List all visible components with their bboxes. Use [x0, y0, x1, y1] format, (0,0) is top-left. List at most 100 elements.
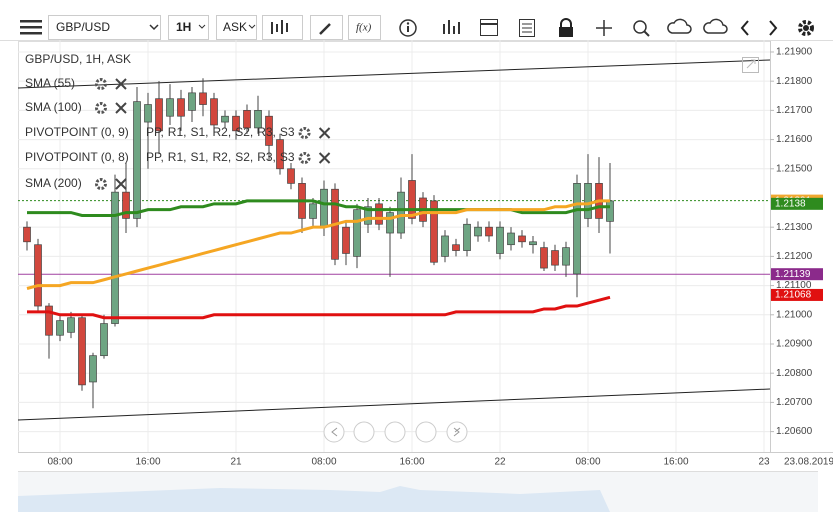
- zoom-in[interactable]: [415, 421, 437, 443]
- candle-body: [342, 226, 350, 254]
- candle-body: [111, 191, 119, 324]
- candle-body: [474, 226, 482, 237]
- prev-button[interactable]: [740, 20, 749, 36]
- volume-button[interactable]: [443, 20, 460, 34]
- x-tick-label: 22: [494, 457, 506, 468]
- scroll-left[interactable]: [323, 421, 345, 443]
- zoom-controls: [323, 421, 468, 443]
- y-tick-label: 1.20600: [776, 426, 813, 437]
- candle-body: [375, 203, 383, 225]
- candle-body: [573, 183, 581, 275]
- pivot-level: R2,: [213, 125, 232, 139]
- candle-body: [177, 98, 185, 117]
- close-icon: [318, 152, 331, 164]
- y-tick-label: 1.20900: [776, 339, 813, 350]
- legend-entry: SMA (55): [25, 76, 75, 90]
- price-tag: [771, 288, 823, 301]
- y-tick-label: 1.21600: [776, 134, 813, 145]
- info-button[interactable]: [399, 19, 417, 37]
- candle-body: [309, 203, 317, 219]
- reset[interactable]: [384, 421, 406, 443]
- candle-body: [430, 200, 438, 263]
- candle-body: [100, 323, 108, 357]
- interval-select[interactable]: 1H: [168, 15, 209, 40]
- menu-button[interactable]: [20, 20, 42, 35]
- marks: [18, 78, 770, 409]
- upload-button[interactable]: [667, 18, 692, 34]
- candle-body: [507, 232, 515, 246]
- x-tick-label: 16:00: [135, 457, 160, 468]
- candle-body: [89, 355, 97, 383]
- pivot-level: R1,: [168, 150, 187, 164]
- candle-body: [441, 235, 449, 257]
- legend-title: GBP/USD, 1H, ASK: [25, 52, 131, 66]
- pivot-level: R2,: [213, 150, 232, 164]
- candle-body: [518, 235, 526, 243]
- pivot-level: R1,: [168, 125, 187, 139]
- pivot-level: R3,: [257, 150, 276, 164]
- zoom-button[interactable]: [633, 20, 650, 37]
- close-icon: [115, 78, 127, 90]
- navigator-area: [18, 486, 610, 512]
- y-tick-label: 1.21200: [776, 251, 813, 262]
- x-tick-label: 21: [230, 457, 242, 468]
- zoom-out[interactable]: [353, 421, 375, 443]
- legend: GBP/USD, 1H, ASK SMA (55) SMA (100) PIVOTPO…: [25, 52, 331, 190]
- pivot-level: PP,: [146, 125, 164, 139]
- candle-body: [34, 244, 42, 307]
- y-tick-label: 1.21000: [776, 309, 813, 320]
- candle-body: [452, 244, 460, 251]
- trend-line: [17, 59, 771, 89]
- candle-body: [254, 110, 262, 129]
- candle-body: [353, 209, 361, 257]
- candle-body: [408, 180, 416, 219]
- y-tick-label: 1.20800: [776, 368, 813, 379]
- settings-icon: [95, 178, 107, 190]
- indicators-button[interactable]: f(x): [348, 15, 381, 40]
- chart-type-button[interactable]: [262, 15, 303, 40]
- x-tick-label: 08:00: [311, 457, 336, 468]
- popout-button[interactable]: [742, 57, 759, 73]
- candle-body: [463, 223, 471, 251]
- price-type-text: ASK: [223, 20, 247, 34]
- pivot-level: PP,: [146, 150, 164, 164]
- settings-button[interactable]: [798, 20, 814, 36]
- interval-text: 1H: [176, 20, 191, 34]
- price-type-select[interactable]: ASK: [216, 15, 257, 40]
- symbol-select[interactable]: GBP/USD: [48, 15, 161, 40]
- scroll-right[interactable]: [446, 421, 468, 443]
- y-tick-label: 1.21900: [776, 47, 813, 58]
- calendar-button[interactable]: [480, 19, 498, 36]
- legend-entry: SMA (200): [25, 176, 82, 190]
- fx-text: f(x): [356, 22, 372, 34]
- candle-body: [78, 317, 86, 386]
- pivot-level: S3: [280, 150, 295, 164]
- crosshair-button[interactable]: [596, 20, 612, 36]
- next-button[interactable]: [769, 20, 778, 36]
- draw-button[interactable]: [310, 15, 343, 40]
- y-tick-label: 1.21100: [776, 280, 812, 291]
- x-tick-label: 08:00: [47, 457, 72, 468]
- close-icon: [115, 178, 127, 190]
- sma-line: [27, 295, 611, 320]
- candle-body: [265, 115, 273, 146]
- lock-button[interactable]: [559, 18, 573, 37]
- candle-body: [386, 212, 394, 234]
- pivot-level: S1,: [190, 125, 208, 139]
- candle-body: [320, 188, 328, 228]
- grid: [18, 40, 770, 452]
- x-tick-label: 23: [758, 457, 770, 468]
- candle-body: [485, 226, 493, 237]
- candle-body: [496, 226, 504, 254]
- download-button[interactable]: [703, 18, 728, 34]
- news-button[interactable]: [519, 19, 535, 37]
- settings-icon: [298, 152, 311, 164]
- trend-line: [17, 388, 771, 421]
- candle-body: [45, 305, 53, 336]
- x-tick-label: 16:00: [399, 457, 424, 468]
- candle-body: [56, 320, 64, 336]
- x-tick-label: 08:00: [575, 457, 600, 468]
- y-tick-label: 1.21700: [776, 105, 813, 116]
- x-tick-label: 16:00: [663, 457, 688, 468]
